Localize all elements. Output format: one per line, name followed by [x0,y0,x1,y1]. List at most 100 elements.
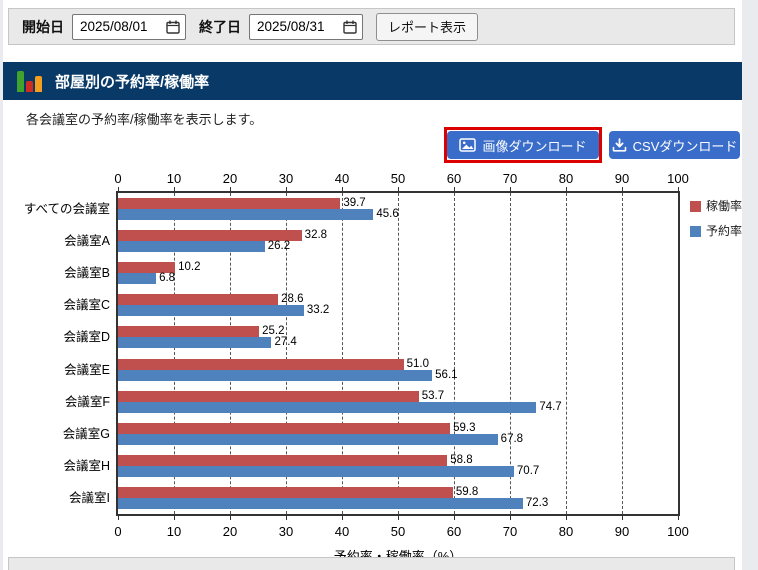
x-axis-tick-label-top: 0 [114,171,122,186]
date-range-toolbar: 開始日 2025/08/01 終了日 2025/08/31 レポート表示 [8,8,735,45]
x-axis-tick-label-top: 50 [390,171,406,186]
room-rate-chart: 0 0 10 10 20 20 30 30 40 40 50 50 60 60 70 70 80 80 90 90 10… [3,170,742,570]
bar-value-label: 74.7 [539,400,562,413]
bar-稼働率 [118,294,279,306]
start-date-input[interactable]: 2025/08/01 [72,13,186,40]
bar-value-label: 58.8 [450,453,473,466]
legend-swatch-予約率 [690,226,701,237]
x-axis-tick-label-bottom: 90 [614,524,630,539]
start-date-value: 2025/08/01 [80,19,148,34]
bar-予約率 [118,273,157,285]
bar-value-label: 25.2 [262,325,285,338]
axis-tick-bottom [622,516,623,520]
bar-予約率 [118,433,498,445]
bar-value-label: 53.7 [421,389,445,402]
bar-予約率 [118,209,374,221]
end-date-value: 2025/08/31 [257,19,325,34]
x-axis-tick-label-bottom: 100 [667,524,689,539]
axis-tick-bottom [342,516,343,520]
axis-tick-top [510,187,511,191]
report-show-button[interactable]: レポート表示 [376,12,479,41]
category-label: 会議室A [64,234,110,249]
bar-value-label: 10.2 [178,261,201,274]
bar-value-label: 32.8 [304,229,328,242]
image-download-button[interactable]: 画像ダウンロード [447,131,599,159]
axis-tick-bottom [286,516,287,520]
gridline [566,193,567,514]
calendar-icon[interactable] [343,20,357,34]
bar-value-label: 26.2 [267,240,291,253]
bar-value-label: 6.8 [159,272,176,285]
calendar-icon[interactable] [166,20,180,34]
gridline [454,193,455,514]
bar-value-label: 28.6 [281,293,304,306]
bar-予約率 [118,465,514,477]
legend-label-稼働率: 稼働率 [706,199,742,213]
x-axis-tick-label-bottom: 30 [278,524,294,539]
bar-value-label: 59.8 [455,485,479,498]
x-axis-tick-label-bottom: 60 [446,524,462,539]
bar-稼働率 [118,358,404,370]
axis-tick-bottom [118,516,119,520]
gridline [174,193,175,514]
page-title: 部屋別の予約率/稼働率 [55,73,210,91]
axis-tick-bottom [678,516,679,520]
category-label: 会議室G [62,426,110,441]
bar-稼働率 [118,454,448,466]
bar-value-label: 33.2 [306,304,330,317]
download-icon [612,138,626,152]
x-axis-tick-label-top: 90 [614,171,630,186]
category-label: 会議室E [64,362,110,377]
bottom-toolbar-partial [8,557,735,570]
axis-tick-bottom [510,516,511,520]
axis-tick-bottom [566,516,567,520]
gridline [622,193,623,514]
x-axis-tick-label-top: 10 [166,171,182,186]
csv-download-button[interactable]: CSVダウンロード [609,131,740,159]
bar-稼働率 [118,198,341,210]
bar-chart-icon [17,70,44,92]
x-axis-tick-label-top: 100 [667,171,689,186]
category-label: 会議室D [63,330,110,345]
image-icon [459,138,477,152]
bar-予約率 [118,241,265,253]
bar-予約率 [118,497,523,509]
x-axis-tick-label-top: 40 [334,171,350,186]
bar-value-label: 56.1 [435,368,458,381]
section-header: 部屋別の予約率/稼働率 [3,62,742,100]
gridline [286,193,287,514]
x-axis-tick-label-bottom: 50 [390,524,406,539]
category-label: 会議室F [64,394,110,409]
axis-tick-top [230,187,231,191]
axis-tick-bottom [230,516,231,520]
category-label: すべての会議室 [23,202,110,217]
x-axis-tick-label-top: 80 [558,171,574,186]
image-download-highlight: 画像ダウンロード [444,127,602,163]
bar-稼働率 [118,262,176,274]
x-axis-tick-label-top: 70 [502,171,518,186]
bar-予約率 [118,401,537,413]
x-axis-tick-label-top: 20 [222,171,238,186]
bar-稼働率 [118,390,419,402]
x-axis-tick-label-bottom: 70 [502,524,518,539]
bar-value-label: 51.0 [406,357,429,370]
category-label: 会議室B [64,266,110,281]
x-axis-tick-label-bottom: 0 [114,524,122,539]
axis-tick-bottom [174,516,175,520]
axis-tick-top [342,187,343,191]
axis-tick-top [286,187,287,191]
axis-tick-top [118,187,119,191]
category-label: 会議室C [63,298,110,313]
bar-value-label: 27.4 [274,336,297,349]
bar-value-label: 39.7 [343,197,366,210]
csv-download-label: CSVダウンロード [632,138,738,154]
x-axis-tick-label-bottom: 20 [222,524,238,539]
axis-tick-bottom [454,516,455,520]
page-content: 開始日 2025/08/01 終了日 2025/08/31 レポート表示 [3,0,742,570]
axis-tick-top [174,187,175,191]
end-date-label: 終了日 [199,18,241,35]
axis-tick-top [454,187,455,191]
bar-予約率 [118,337,272,349]
legend-label-予約率: 予約率 [706,224,742,238]
end-date-input[interactable]: 2025/08/31 [249,13,363,40]
